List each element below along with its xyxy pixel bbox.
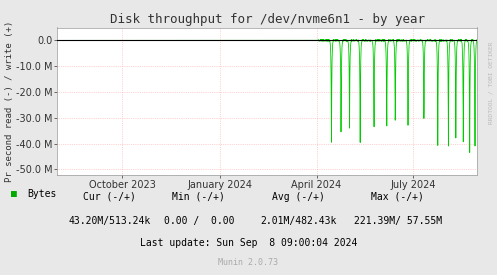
Text: 43.20M/513.24k: 43.20M/513.24k xyxy=(68,216,151,226)
Text: Last update: Sun Sep  8 09:00:04 2024: Last update: Sun Sep 8 09:00:04 2024 xyxy=(140,238,357,248)
Text: 2.01M/482.43k: 2.01M/482.43k xyxy=(260,216,336,226)
Text: ■: ■ xyxy=(11,189,17,199)
Text: Max (-/+): Max (-/+) xyxy=(371,192,424,202)
Text: Munin 2.0.73: Munin 2.0.73 xyxy=(219,258,278,267)
Text: Min (-/+): Min (-/+) xyxy=(172,192,225,202)
Text: Avg (-/+): Avg (-/+) xyxy=(272,192,325,202)
Text: Bytes: Bytes xyxy=(27,189,57,199)
Y-axis label: Pr second read (-) / write (+): Pr second read (-) / write (+) xyxy=(4,20,13,182)
Text: 221.39M/ 57.55M: 221.39M/ 57.55M xyxy=(353,216,442,226)
Text: Cur (-/+): Cur (-/+) xyxy=(83,192,136,202)
Text: RRDTOOL / TOBI OETIKER: RRDTOOL / TOBI OETIKER xyxy=(489,41,494,124)
Title: Disk throughput for /dev/nvme6n1 - by year: Disk throughput for /dev/nvme6n1 - by ye… xyxy=(110,13,424,26)
Text: 0.00 /  0.00: 0.00 / 0.00 xyxy=(164,216,234,226)
